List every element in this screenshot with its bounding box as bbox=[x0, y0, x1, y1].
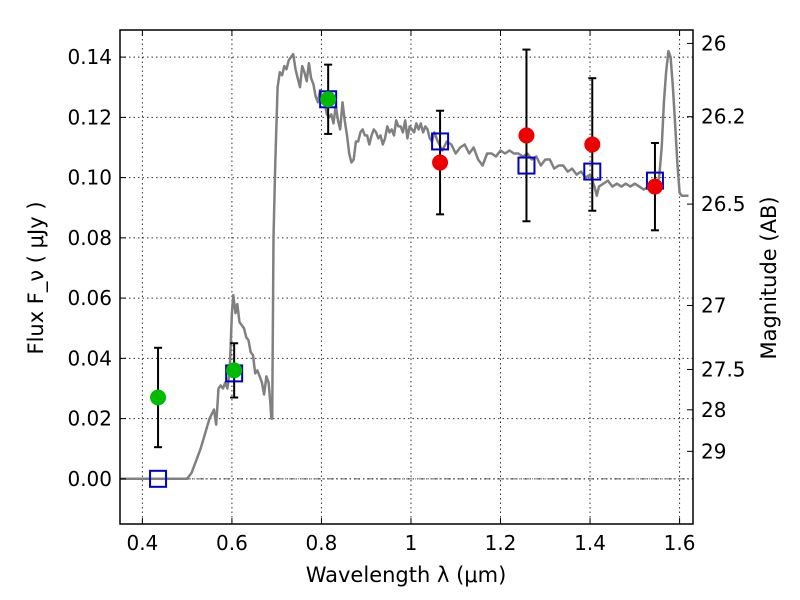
x-axis-label: Wavelength λ (μm) bbox=[306, 563, 507, 587]
error-bars bbox=[154, 48, 659, 449]
x-axis-ticks: 0.4 0.6 0.8 1 1.2 1.4 1.6 bbox=[126, 30, 695, 555]
magnitude-tick-label: 26 bbox=[701, 31, 726, 55]
photometry-point-red bbox=[646, 178, 663, 195]
y-tick-label: 0.10 bbox=[67, 166, 112, 190]
magnitude-tick-label: 28 bbox=[701, 398, 726, 422]
magnitude-tick-label: 26.2 bbox=[701, 105, 746, 129]
y-tick-label: 0.04 bbox=[67, 346, 112, 370]
y-tick-label: 0.14 bbox=[67, 45, 112, 69]
y-tick-label: 0.00 bbox=[67, 467, 112, 491]
x-tick-label: 0.8 bbox=[306, 531, 338, 555]
grid-lines bbox=[120, 30, 693, 524]
model-band-square bbox=[517, 156, 536, 175]
model-spectrum bbox=[120, 49, 689, 481]
magnitude-tick-label: 29 bbox=[701, 439, 726, 463]
photometry-points bbox=[150, 91, 663, 406]
photometry-point-green bbox=[320, 91, 337, 108]
plot-frame bbox=[119, 29, 694, 525]
model-band-square bbox=[149, 469, 168, 488]
y-tick-label: 0.08 bbox=[67, 226, 112, 250]
photometry-point-red bbox=[432, 154, 449, 171]
magnitude-tick-label: 27 bbox=[701, 293, 726, 317]
x-tick-label: 1 bbox=[405, 531, 418, 555]
magnitude-axis-ticks: 26 26.2 26.5 27 27.5 28 29 bbox=[687, 31, 746, 463]
x-tick-label: 1.6 bbox=[664, 531, 696, 555]
y-axis-ticks: 0.00 0.02 0.04 0.06 0.08 0.10 0.12 0.14 bbox=[67, 45, 126, 491]
magnitude-tick-label: 26.5 bbox=[701, 192, 746, 216]
model-spectrum-line bbox=[120, 49, 689, 481]
model-band-square bbox=[431, 132, 450, 151]
x-tick-label: 1.2 bbox=[485, 531, 517, 555]
photometry-point-green bbox=[226, 362, 243, 379]
x-tick-label: 0.4 bbox=[126, 531, 158, 555]
model-band-squares bbox=[149, 90, 664, 488]
y-tick-label: 0.06 bbox=[67, 286, 112, 310]
x-tick-label: 1.4 bbox=[574, 531, 606, 555]
photometry-point-green bbox=[150, 389, 167, 406]
x-tick-label: 0.6 bbox=[216, 531, 248, 555]
y-tick-label: 0.12 bbox=[67, 105, 112, 129]
y-axis-label: Flux F_ν ( μJy ) bbox=[24, 201, 49, 354]
photometry-point-red bbox=[584, 136, 601, 153]
model-band-square bbox=[583, 162, 602, 181]
magnitude-tick-label: 27.5 bbox=[701, 357, 746, 381]
photometry-point-red bbox=[518, 127, 535, 144]
magnitude-axis-label: Magnitude (AB) bbox=[757, 196, 781, 359]
y-tick-label: 0.02 bbox=[67, 407, 112, 431]
